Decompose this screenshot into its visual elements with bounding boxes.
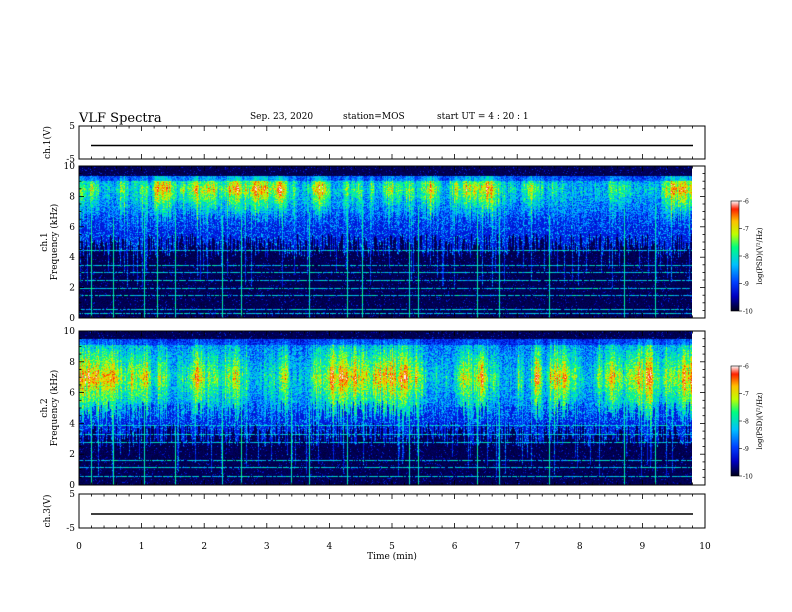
y-tick-label: 0 xyxy=(69,481,75,491)
x-tick-label: 9 xyxy=(640,542,646,552)
y-tick-label: 8 xyxy=(69,358,75,368)
y-tick-label: 6 xyxy=(69,389,75,399)
colorbar-ch2-gradient xyxy=(731,366,739,476)
x-tick-label: 2 xyxy=(201,542,207,552)
spectrogram-ch1-image xyxy=(79,166,692,318)
waveform-ylabel: ch.1(V) xyxy=(42,126,53,159)
x-tick-label: 5 xyxy=(389,542,395,552)
y-tick-label: 2 xyxy=(69,284,75,294)
y-tick-label: 2 xyxy=(69,450,75,460)
colorbar-label: log(PSD)(V²/Hz) xyxy=(756,392,764,449)
colorbar-tick-label: -7 xyxy=(743,226,749,233)
y-tick-label: 4 xyxy=(69,253,75,263)
x-tick-label: 0 xyxy=(76,542,82,552)
colorbar-tick-label: -8 xyxy=(743,419,749,426)
colorbar-tick-label: -9 xyxy=(743,281,749,288)
spectrogram-ch2-image xyxy=(79,331,692,485)
colorbar-tick-label: -7 xyxy=(743,391,749,398)
x-tick-label: 7 xyxy=(514,542,520,552)
panel-frame xyxy=(78,330,706,486)
colorbar-frame xyxy=(730,200,740,312)
x-tick-label: 10 xyxy=(699,542,711,552)
x-tick-label: 8 xyxy=(577,542,583,552)
colorbar-tick-label: -10 xyxy=(743,309,753,316)
y-tick-label: 10 xyxy=(64,162,76,172)
spectrogram-ylabel: Frequency (kHz) xyxy=(49,370,60,447)
colorbar-tick-label: -6 xyxy=(743,364,749,371)
colorbar-tick-label: -6 xyxy=(743,199,749,206)
y-tick-label: 4 xyxy=(69,419,75,429)
y-tick-label: -5 xyxy=(66,155,75,165)
start-time-label: start UT = 4 : 20 : 1 xyxy=(437,112,529,122)
y-tick-label: 5 xyxy=(69,122,75,132)
x-tick-label: 1 xyxy=(139,542,145,552)
waveform-ylabel: ch.3(V) xyxy=(42,495,53,528)
x-tick-label: 3 xyxy=(264,542,270,552)
colorbar-tick-label: -9 xyxy=(743,446,749,453)
x-tick-label: 4 xyxy=(327,542,333,552)
date-label: Sep. 23, 2020 xyxy=(250,112,314,122)
y-tick-label: 6 xyxy=(69,223,75,233)
spectrogram-channel-label: ch.1 xyxy=(40,232,50,251)
figure-title: VLF Spectra xyxy=(79,111,162,126)
spectrogram-ylabel: Frequency (kHz) xyxy=(49,204,60,281)
colorbar-tick-label: -8 xyxy=(743,254,749,261)
colorbar-ch1-gradient xyxy=(731,201,739,311)
y-tick-label: 10 xyxy=(64,327,76,337)
colorbar-label: log(PSD)(V²/Hz) xyxy=(756,227,764,284)
x-tick-label: 6 xyxy=(452,542,458,552)
x-axis-label: Time (min) xyxy=(367,551,417,562)
panel-frame xyxy=(78,493,706,529)
station-label: station=MOS xyxy=(343,112,405,122)
spectrogram-channel-label: ch.2 xyxy=(40,398,50,417)
y-tick-label: 5 xyxy=(69,490,75,500)
colorbar-tick-label: -10 xyxy=(743,474,753,481)
y-tick-label: 0 xyxy=(69,314,75,324)
colorbar-frame xyxy=(730,365,740,477)
y-tick-label: -5 xyxy=(66,524,75,534)
panel-frame xyxy=(78,165,706,319)
y-tick-label: 8 xyxy=(69,192,75,202)
